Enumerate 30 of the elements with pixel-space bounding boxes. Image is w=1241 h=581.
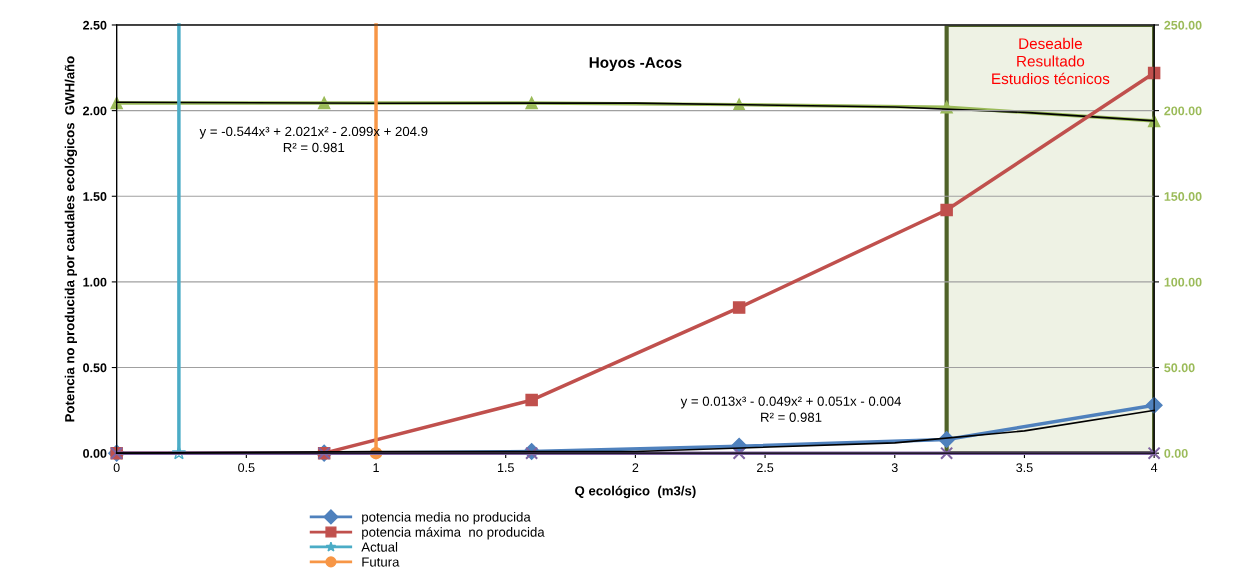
x-tick-label: 4 <box>1150 463 1158 472</box>
legend-label: Actual <box>361 542 398 552</box>
x-tick-label: 0.5 <box>238 463 255 473</box>
text: Hoyos -Acos <box>589 57 682 71</box>
x-tick-label: 2 <box>632 463 639 472</box>
y-tick-label: 2.00 <box>83 106 107 116</box>
legend-label: Futura <box>362 557 400 567</box>
x-tick-label: 1 <box>373 463 379 472</box>
y2-tick-label: 150.00 <box>1164 192 1202 201</box>
y-tick-label: 1.50 <box>83 192 107 201</box>
x-tick-label: 2.5 <box>757 463 774 473</box>
y-axis-title: Potencia no producida por caudales ecológicos GWH/año <box>64 56 78 422</box>
y2-tick-label: 50.00 <box>1164 363 1195 373</box>
x-tick-label: 3.5 <box>1016 463 1033 473</box>
y2-tick-label: 250.00 <box>1164 20 1202 30</box>
y2-tick-label: 200.00 <box>1164 106 1202 116</box>
legend-label: potencia máxima no producida <box>362 526 545 540</box>
band-label: Deseable Resultado Estudios técnicos <box>992 37 1110 85</box>
y-tick-label: 0.00 <box>83 448 107 458</box>
x-tick-label: 0 <box>113 463 120 473</box>
y-tick-label: 0.50 <box>83 363 107 373</box>
y-tick-label: 1.00 <box>83 277 107 287</box>
x-tick-label: 1.5 <box>497 463 514 473</box>
annotation: y = 0.013x³ - 0.049x² + 0.051x - 0.004 R² = 0.981 <box>680 396 902 422</box>
x-tick-label: 3 <box>891 463 898 473</box>
y-tick-label: 2.50 <box>83 20 107 30</box>
x-axis-title: Q ecológico (m3/s) <box>575 485 696 499</box>
y2-tick-label: 0.00 <box>1164 448 1188 458</box>
y2-tick-label: 100.00 <box>1164 277 1202 287</box>
legend-label: potencia media no producida <box>362 511 531 525</box>
